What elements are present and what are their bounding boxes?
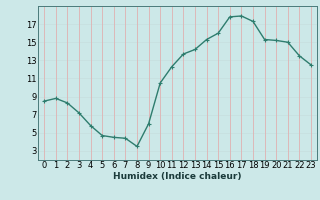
X-axis label: Humidex (Indice chaleur): Humidex (Indice chaleur) (113, 172, 242, 181)
